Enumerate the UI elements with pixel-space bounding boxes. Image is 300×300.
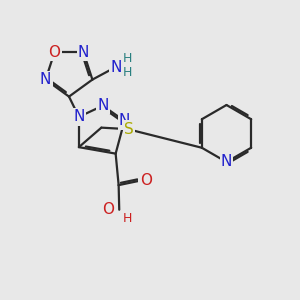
Text: N: N (78, 45, 89, 60)
Text: O: O (102, 202, 114, 217)
Text: O: O (49, 45, 61, 60)
Text: H: H (123, 212, 132, 225)
Text: N: N (40, 72, 51, 87)
Text: O: O (140, 173, 152, 188)
Text: N: N (97, 98, 109, 113)
Text: N: N (73, 110, 85, 124)
Text: N: N (110, 59, 122, 74)
Text: H: H (122, 66, 132, 79)
Text: S: S (124, 122, 134, 136)
Text: N: N (221, 154, 232, 169)
Text: H: H (122, 52, 132, 65)
Text: N: N (119, 113, 130, 128)
